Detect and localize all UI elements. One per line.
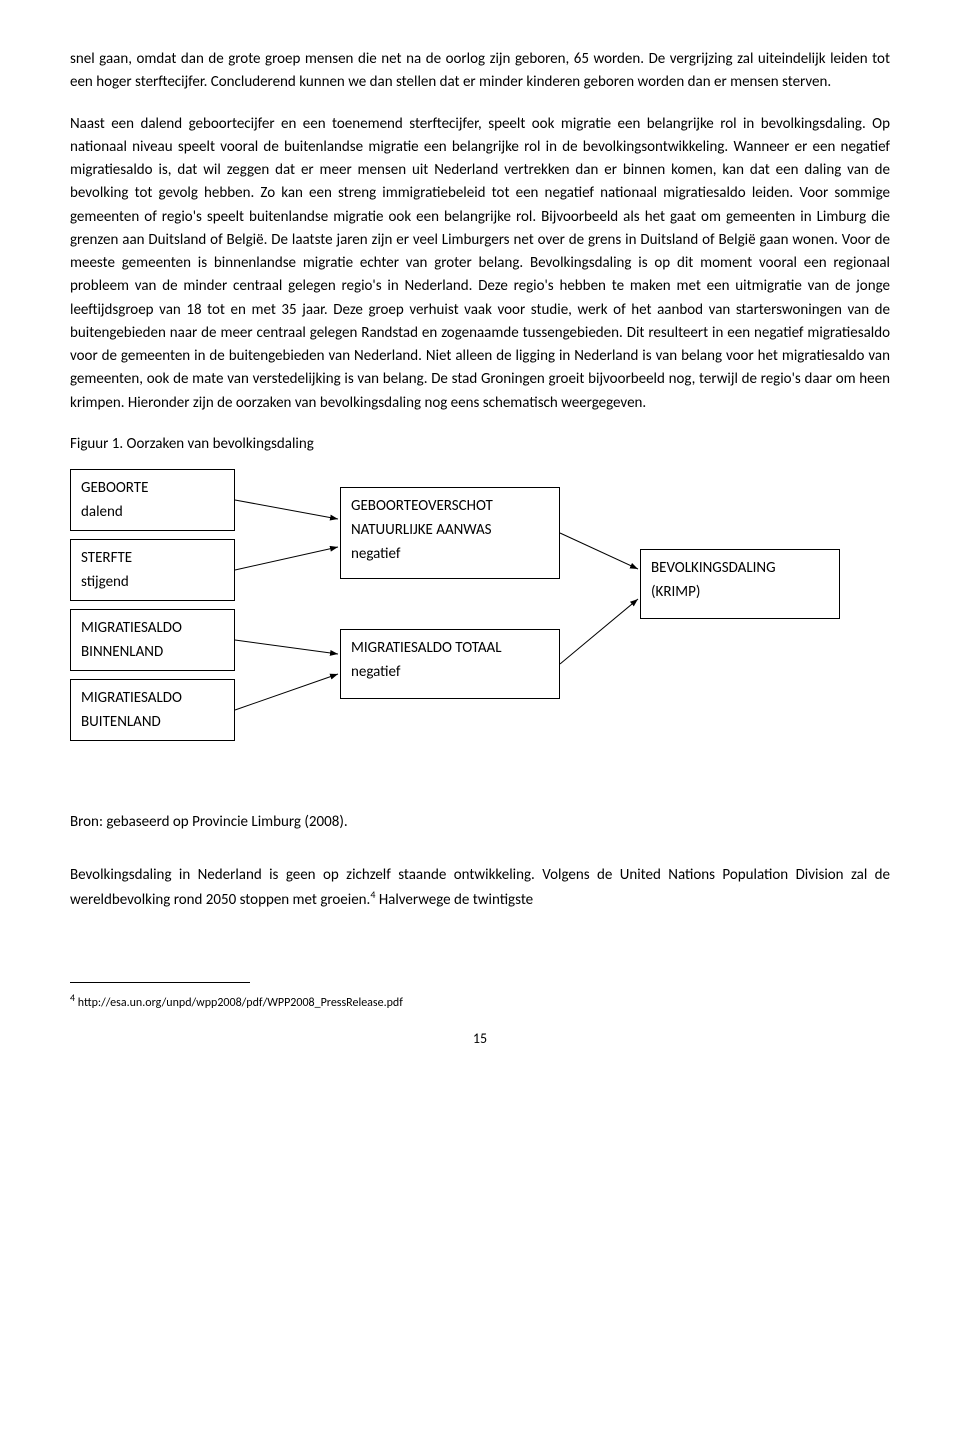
node-label: MIGRATIESALDO: [81, 686, 224, 710]
node-geboorteoverschot: GEBOORTEOVERSCHOT NATUURLIJKE AANWAS neg…: [340, 487, 560, 579]
node-migratiesaldo-binnenland: MIGRATIESALDO BINNENLAND: [70, 609, 235, 671]
node-label: GEBOORTE: [81, 476, 224, 500]
edge: [235, 500, 338, 519]
node-label: dalend: [81, 500, 224, 524]
node-label: negatief: [351, 542, 549, 566]
node-label: BUITENLAND: [81, 710, 224, 734]
edge: [235, 547, 338, 570]
figure-title: Figuur 1. Oorzaken van bevolkingsdaling: [70, 433, 890, 456]
node-label: negatief: [351, 660, 549, 684]
edge: [560, 533, 638, 569]
diagram-flowchart: GEBOORTE dalend STERFTE stijgend MIGRATI…: [70, 469, 890, 789]
node-label: STERFTE: [81, 546, 224, 570]
node-migratiesaldo-buitenland: MIGRATIESALDO BUITENLAND: [70, 679, 235, 741]
paragraph-3-text: Halverwege de twintigste: [375, 891, 533, 909]
document-page: snel gaan, omdat dan de grote groep mens…: [0, 0, 960, 1087]
node-sterfte: STERFTE stijgend: [70, 539, 235, 601]
footnote-separator: [70, 982, 250, 983]
node-bevolkingsdaling: BEVOLKINGSDALING (KRIMP): [640, 549, 840, 619]
edge: [235, 640, 338, 654]
node-label: (KRIMP): [651, 580, 829, 604]
paragraph-3: Bevolkingsdaling in Nederland is geen op…: [70, 864, 890, 913]
node-migratiesaldo-totaal: MIGRATIESALDO TOTAAL negatief: [340, 629, 560, 699]
figure-source: Bron: gebaseerd op Provincie Limburg (20…: [70, 811, 890, 834]
node-label: stijgend: [81, 570, 224, 594]
node-label: MIGRATIESALDO TOTAAL: [351, 636, 549, 660]
node-label: GEBOORTEOVERSCHOT: [351, 494, 549, 518]
footnote: 4 http://esa.un.org/unpd/wpp2008/pdf/WPP…: [70, 991, 890, 1012]
paragraph-2: Naast een dalend geboortecijfer en een t…: [70, 113, 890, 415]
node-label: BINNENLAND: [81, 640, 224, 664]
footnote-text: http://esa.un.org/unpd/wpp2008/pdf/WPP20…: [75, 996, 403, 1010]
node-geboorte: GEBOORTE dalend: [70, 469, 235, 531]
page-number: 15: [70, 1030, 890, 1047]
node-label: NATUURLIJKE AANWAS: [351, 518, 549, 542]
node-label: MIGRATIESALDO: [81, 616, 224, 640]
edge: [235, 674, 338, 710]
node-label: BEVOLKINGSDALING: [651, 556, 829, 580]
edge: [560, 599, 638, 664]
paragraph-1: snel gaan, omdat dan de grote groep mens…: [70, 48, 890, 95]
